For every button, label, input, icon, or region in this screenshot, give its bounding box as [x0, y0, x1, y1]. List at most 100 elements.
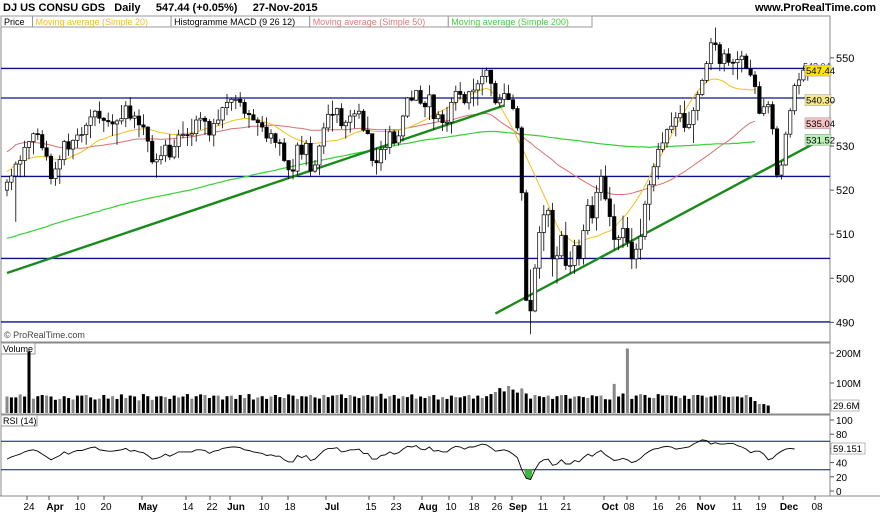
trendline-1	[494, 133, 831, 315]
volume-bar	[370, 396, 374, 413]
x-axis-label-15: 18	[468, 502, 480, 513]
volume-bar	[23, 396, 27, 413]
x-axis-label-8: 10	[258, 502, 270, 513]
volume-bar	[524, 393, 528, 413]
x-axis-label-17: Sep	[509, 502, 527, 513]
volume-bar	[405, 397, 409, 413]
candle-body	[40, 134, 45, 149]
candle-body	[321, 127, 326, 147]
volume-bar	[551, 398, 555, 413]
rsi-y-label-4: 80	[836, 430, 848, 441]
volume-bar	[625, 348, 629, 413]
volume-bar	[762, 404, 766, 413]
sma20-line	[6, 78, 756, 244]
x-axis-label-27: Dec	[780, 502, 799, 513]
volume-bar	[243, 398, 247, 413]
candle-body	[515, 108, 520, 129]
candle-body	[572, 245, 577, 266]
candle-body	[506, 93, 511, 101]
volume-bar	[678, 398, 682, 413]
candle-body	[612, 216, 617, 240]
volume-bar	[339, 394, 343, 413]
volume-bar	[229, 395, 233, 413]
volume-bar	[603, 399, 607, 413]
x-axis-label-1: Apr	[46, 502, 63, 513]
candle-body	[691, 109, 696, 125]
x-axis-label-19: 21	[560, 502, 572, 513]
candle-body	[282, 142, 287, 161]
candle-body	[730, 61, 736, 64]
volume-bar	[326, 397, 330, 413]
candle-body	[224, 102, 230, 109]
candle-body	[22, 147, 27, 161]
candle-body	[62, 141, 67, 161]
volume-bar	[111, 396, 115, 413]
candle-body	[405, 97, 410, 117]
candle-body	[735, 59, 740, 64]
x-axis-label-2: 10	[74, 502, 86, 513]
candle-body	[114, 120, 120, 125]
volume-bar	[683, 395, 687, 413]
volume-bar	[590, 395, 594, 413]
candle-body	[79, 134, 84, 136]
indicator-tab-4	[447, 15, 593, 28]
volume-bar	[256, 397, 260, 413]
volume-bar	[568, 398, 572, 413]
candle-body	[400, 115, 406, 137]
rsi-last-label: 59.151	[833, 444, 862, 455]
x-axis-label-11: 15	[365, 502, 377, 513]
x-axis-label-18: 11	[538, 502, 549, 513]
candle-body	[713, 42, 718, 45]
volume-bar	[463, 396, 467, 413]
candle-body	[242, 102, 247, 114]
candle-body	[260, 122, 265, 128]
candle-body	[466, 91, 472, 104]
candle-body	[502, 93, 507, 100]
candle-body	[581, 230, 586, 259]
candle-body	[752, 74, 758, 87]
volume-bar	[546, 395, 550, 413]
candle-body	[128, 105, 133, 119]
volume-y-label-1: 200M	[836, 349, 861, 360]
candle-body	[726, 53, 731, 63]
candle-body	[717, 44, 722, 64]
candle-body	[44, 147, 49, 157]
candle-body	[634, 248, 639, 260]
brand-link[interactable]: www.ProRealTime.com	[754, 2, 876, 14]
instrument-name: DJ US CONSU GDS	[3, 2, 106, 14]
price-y-tick-label-2: 510	[836, 229, 854, 241]
candle-body	[510, 99, 516, 109]
volume-bar	[493, 392, 497, 413]
candle-body	[110, 121, 115, 125]
x-axis-label-13: Aug	[418, 502, 437, 513]
volume-bar	[18, 394, 22, 413]
candle-body	[673, 117, 678, 127]
volume-bar	[282, 398, 286, 413]
candle-body	[422, 102, 428, 108]
volume-bar	[427, 396, 431, 413]
candle-body	[370, 133, 375, 161]
candle-body	[546, 210, 551, 216]
date-label: 27-Nov-2015	[252, 2, 318, 14]
volume-bar	[14, 397, 18, 413]
volume-bar	[221, 399, 225, 413]
candle-body	[431, 94, 436, 120]
candle-body	[409, 97, 414, 101]
volume-bar	[397, 398, 401, 413]
candle-body	[541, 214, 546, 233]
candle-body	[594, 191, 599, 219]
volume-bar	[71, 399, 75, 413]
volume-bar	[260, 396, 264, 413]
volume-bar	[269, 396, 273, 413]
candle-body	[9, 175, 14, 183]
volume-bar	[529, 398, 533, 413]
volume-bar	[357, 398, 361, 413]
volume-bar	[577, 396, 581, 413]
candle-body	[642, 203, 648, 237]
candle-body	[669, 125, 674, 131]
candle-body	[70, 139, 76, 150]
candle-body	[255, 119, 260, 124]
candle-body	[251, 114, 256, 121]
volume-bar	[141, 394, 145, 413]
